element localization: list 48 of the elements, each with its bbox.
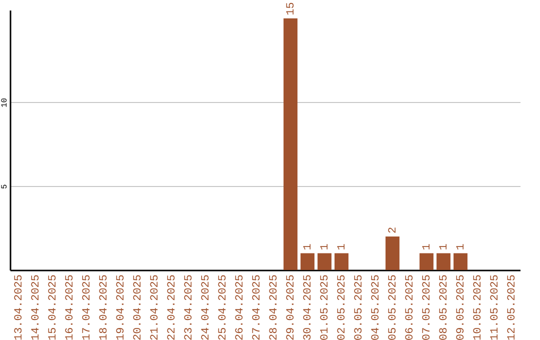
x-tick-label: 24.04.2025 [200, 274, 212, 340]
x-tick-label: 15.04.2025 [48, 274, 60, 340]
x-tick-label: 23.04.2025 [184, 274, 196, 340]
x-tick-label: 19.04.2025 [116, 274, 128, 340]
x-tick-label: 30.04.2025 [302, 274, 314, 340]
data-label: 1 [438, 243, 450, 250]
bar [420, 253, 434, 270]
bar [284, 18, 298, 270]
x-tick-label: 13.04.2025 [14, 274, 26, 340]
x-tick-label: 01.05.2025 [320, 274, 332, 340]
x-tick-label: 05.05.2025 [388, 274, 400, 340]
data-label: 1 [422, 243, 434, 250]
y-tick-label: 5 [0, 184, 10, 190]
x-tick-label: 18.04.2025 [98, 274, 110, 340]
bar [454, 253, 468, 270]
data-label: 1 [302, 243, 314, 250]
x-tick-label: 14.04.2025 [30, 274, 42, 340]
x-tick-label: 20.04.2025 [132, 274, 144, 340]
x-tick-label: 21.04.2025 [150, 274, 162, 340]
x-tick-label: 03.05.2025 [354, 274, 366, 340]
x-tick-label: 29.04.2025 [286, 274, 298, 340]
bar [300, 253, 314, 270]
x-tick-label: 02.05.2025 [336, 274, 348, 340]
bar [334, 253, 348, 270]
x-tick-label: 09.05.2025 [456, 274, 468, 340]
x-tick-label: 27.04.2025 [252, 274, 264, 340]
data-label: 1 [320, 243, 332, 250]
x-tick-label: 16.04.2025 [64, 274, 76, 340]
x-tick-label: 25.04.2025 [218, 274, 230, 340]
bar [318, 253, 332, 270]
x-tick-label: 04.05.2025 [370, 274, 382, 340]
data-label: 2 [388, 226, 400, 234]
bar [386, 236, 400, 270]
y-tick-label: 10 [0, 98, 10, 108]
x-tick-label: 26.04.2025 [234, 274, 246, 340]
bar [436, 253, 450, 270]
x-tick-label: 08.05.2025 [438, 274, 450, 340]
x-tick-label: 28.04.2025 [268, 274, 280, 340]
x-tick-label: 06.05.2025 [404, 274, 416, 340]
x-tick-label: 11.05.2025 [490, 274, 502, 340]
data-label: 1 [456, 243, 468, 250]
x-tick-label: 22.04.2025 [166, 274, 178, 340]
data-label: 15 [286, 2, 298, 16]
x-tick-label: 10.05.2025 [472, 274, 484, 340]
x-tick-label: 12.05.2025 [506, 274, 518, 340]
data-label: 1 [336, 243, 348, 250]
x-tick-label: 07.05.2025 [422, 274, 434, 340]
x-tick-label: 17.04.2025 [82, 274, 94, 340]
